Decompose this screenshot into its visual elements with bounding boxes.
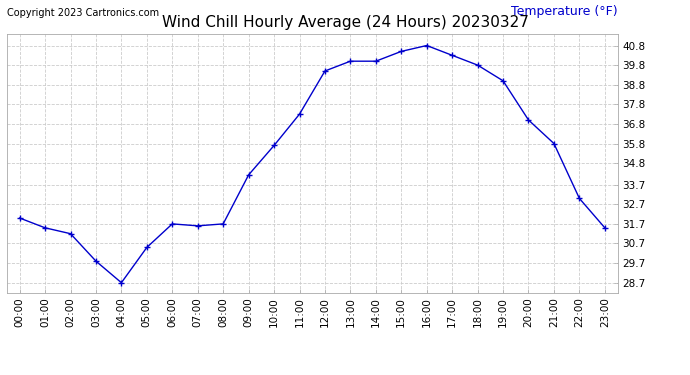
Text: Temperature (°F): Temperature (°F) [511,5,618,18]
Text: Copyright 2023 Cartronics.com: Copyright 2023 Cartronics.com [7,8,159,18]
Text: Wind Chill Hourly Average (24 Hours) 20230327: Wind Chill Hourly Average (24 Hours) 202… [161,15,529,30]
